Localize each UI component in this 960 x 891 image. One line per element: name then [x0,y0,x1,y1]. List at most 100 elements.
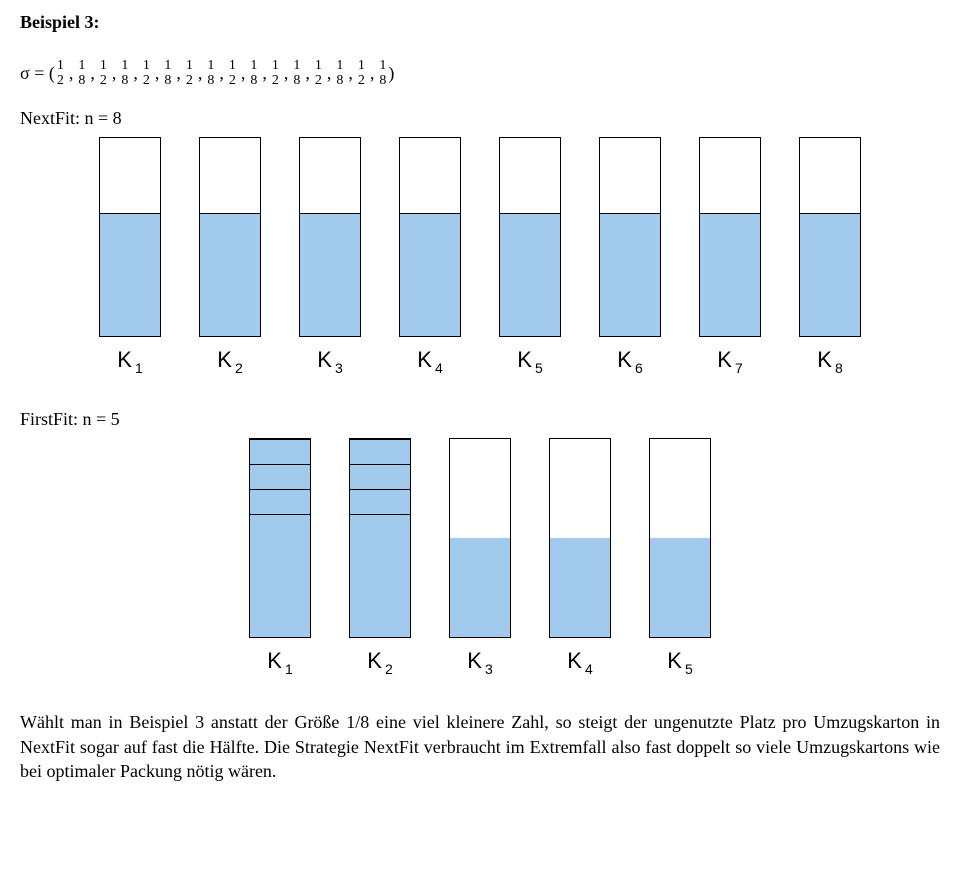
bin-segment [200,237,260,336]
comma: , [155,63,160,84]
bin-segment [250,464,310,489]
bin-segment [250,489,310,514]
bin-label-sub: 2 [235,360,243,376]
comma: , [284,63,289,84]
bin [349,438,411,638]
bin-label: K1 [117,347,142,373]
bin-label-sub: 6 [635,360,643,376]
comma: , [176,63,181,84]
fraction: 12 [100,59,107,88]
bin-column: K1 [249,438,311,674]
bin-label: K5 [667,648,692,674]
bin-column: K4 [399,137,461,373]
firstfit-chart: K1K2K3K4K5 [249,438,711,674]
bin-label-k: K [467,648,482,674]
bin-column: K4 [549,438,611,674]
bin-segment [700,213,760,238]
fraction: 12 [57,59,64,88]
bin-label-sub: 3 [335,360,343,376]
comma: , [327,63,332,84]
comma: , [241,63,246,84]
fraction: 18 [121,59,128,88]
bin-segment [300,213,360,238]
firstfit-chart-wrap: K1K2K3K4K5 [20,438,940,674]
sigma-suffix: ) [388,63,394,84]
bin [699,137,761,337]
bin-segment [450,538,510,637]
example-heading: Beispiel 3: [20,12,940,33]
bin-segment [250,538,310,637]
fraction: 18 [293,59,300,88]
bin-column: K5 [499,137,561,373]
bin-segment [350,514,410,539]
bin-segment [400,213,460,238]
nextfit-chart: K1K2K3K4K5K6K7K8 [99,137,861,373]
bin-label-k: K [317,347,332,373]
comma: , [370,63,375,84]
bin-segment [550,538,610,637]
comma: , [198,63,203,84]
bin-segment [500,213,560,238]
page: Beispiel 3: σ = ( 12, 18, 12, 18, 12, 18… [0,0,960,807]
bin-segment [400,237,460,336]
bin-label-sub: 3 [485,661,493,677]
bin-label: K3 [317,347,342,373]
comma: , [112,63,117,84]
bin-segment [600,213,660,238]
bin-label-sub: 4 [585,661,593,677]
fraction: 18 [78,59,85,88]
bin-label-sub: 8 [835,360,843,376]
bin [799,137,861,337]
nextfit-title: NextFit: n = 8 [20,108,940,129]
bin-label: K5 [517,347,542,373]
fraction: 18 [336,59,343,88]
bin-label: K3 [467,648,492,674]
bin-label-k: K [367,648,382,674]
bin [599,137,661,337]
comma: , [262,63,267,84]
bin-label: K2 [217,347,242,373]
body-paragraph: Wählt man in Beispiel 3 anstatt der Größ… [20,710,940,783]
bin-segment [800,237,860,336]
bin-column: K8 [799,137,861,373]
bin-label: K6 [617,347,642,373]
comma: , [90,63,95,84]
bin-segment [800,213,860,238]
comma: , [348,63,353,84]
bin-segment [250,514,310,539]
bin-label-k: K [517,347,532,373]
bin-label-k: K [717,347,732,373]
bin-segment [350,489,410,514]
bin-segment [100,237,160,336]
bin [99,137,161,337]
bin-column: K2 [199,137,261,373]
bin [649,438,711,638]
bin [199,137,261,337]
bin-label-sub: 5 [535,360,543,376]
fraction: 18 [207,59,214,88]
bin-label-sub: 4 [435,360,443,376]
bin-label: K2 [367,648,392,674]
comma: , [133,63,138,84]
fraction: 12 [358,59,365,88]
bin-label-sub: 1 [285,661,293,677]
bin-segment [300,237,360,336]
bin-label-sub: 7 [735,360,743,376]
nextfit-chart-wrap: K1K2K3K4K5K6K7K8 [20,137,940,373]
bin-column: K7 [699,137,761,373]
bin-label-k: K [617,347,632,373]
bin-label: K1 [267,648,292,674]
comma: , [69,63,74,84]
bin-label-k: K [117,347,132,373]
bin [399,137,461,337]
bin-segment [200,213,260,238]
bin-label-k: K [817,347,832,373]
fraction: 12 [186,59,193,88]
sigma-sequence: σ = ( 12, 18, 12, 18, 12, 18, 12, 18, 12… [20,59,940,88]
bin-label-k: K [267,648,282,674]
fraction: 12 [272,59,279,88]
bin-segment [100,213,160,238]
bin-column: K2 [349,438,411,674]
bin [449,438,511,638]
bin-label-k: K [417,347,432,373]
